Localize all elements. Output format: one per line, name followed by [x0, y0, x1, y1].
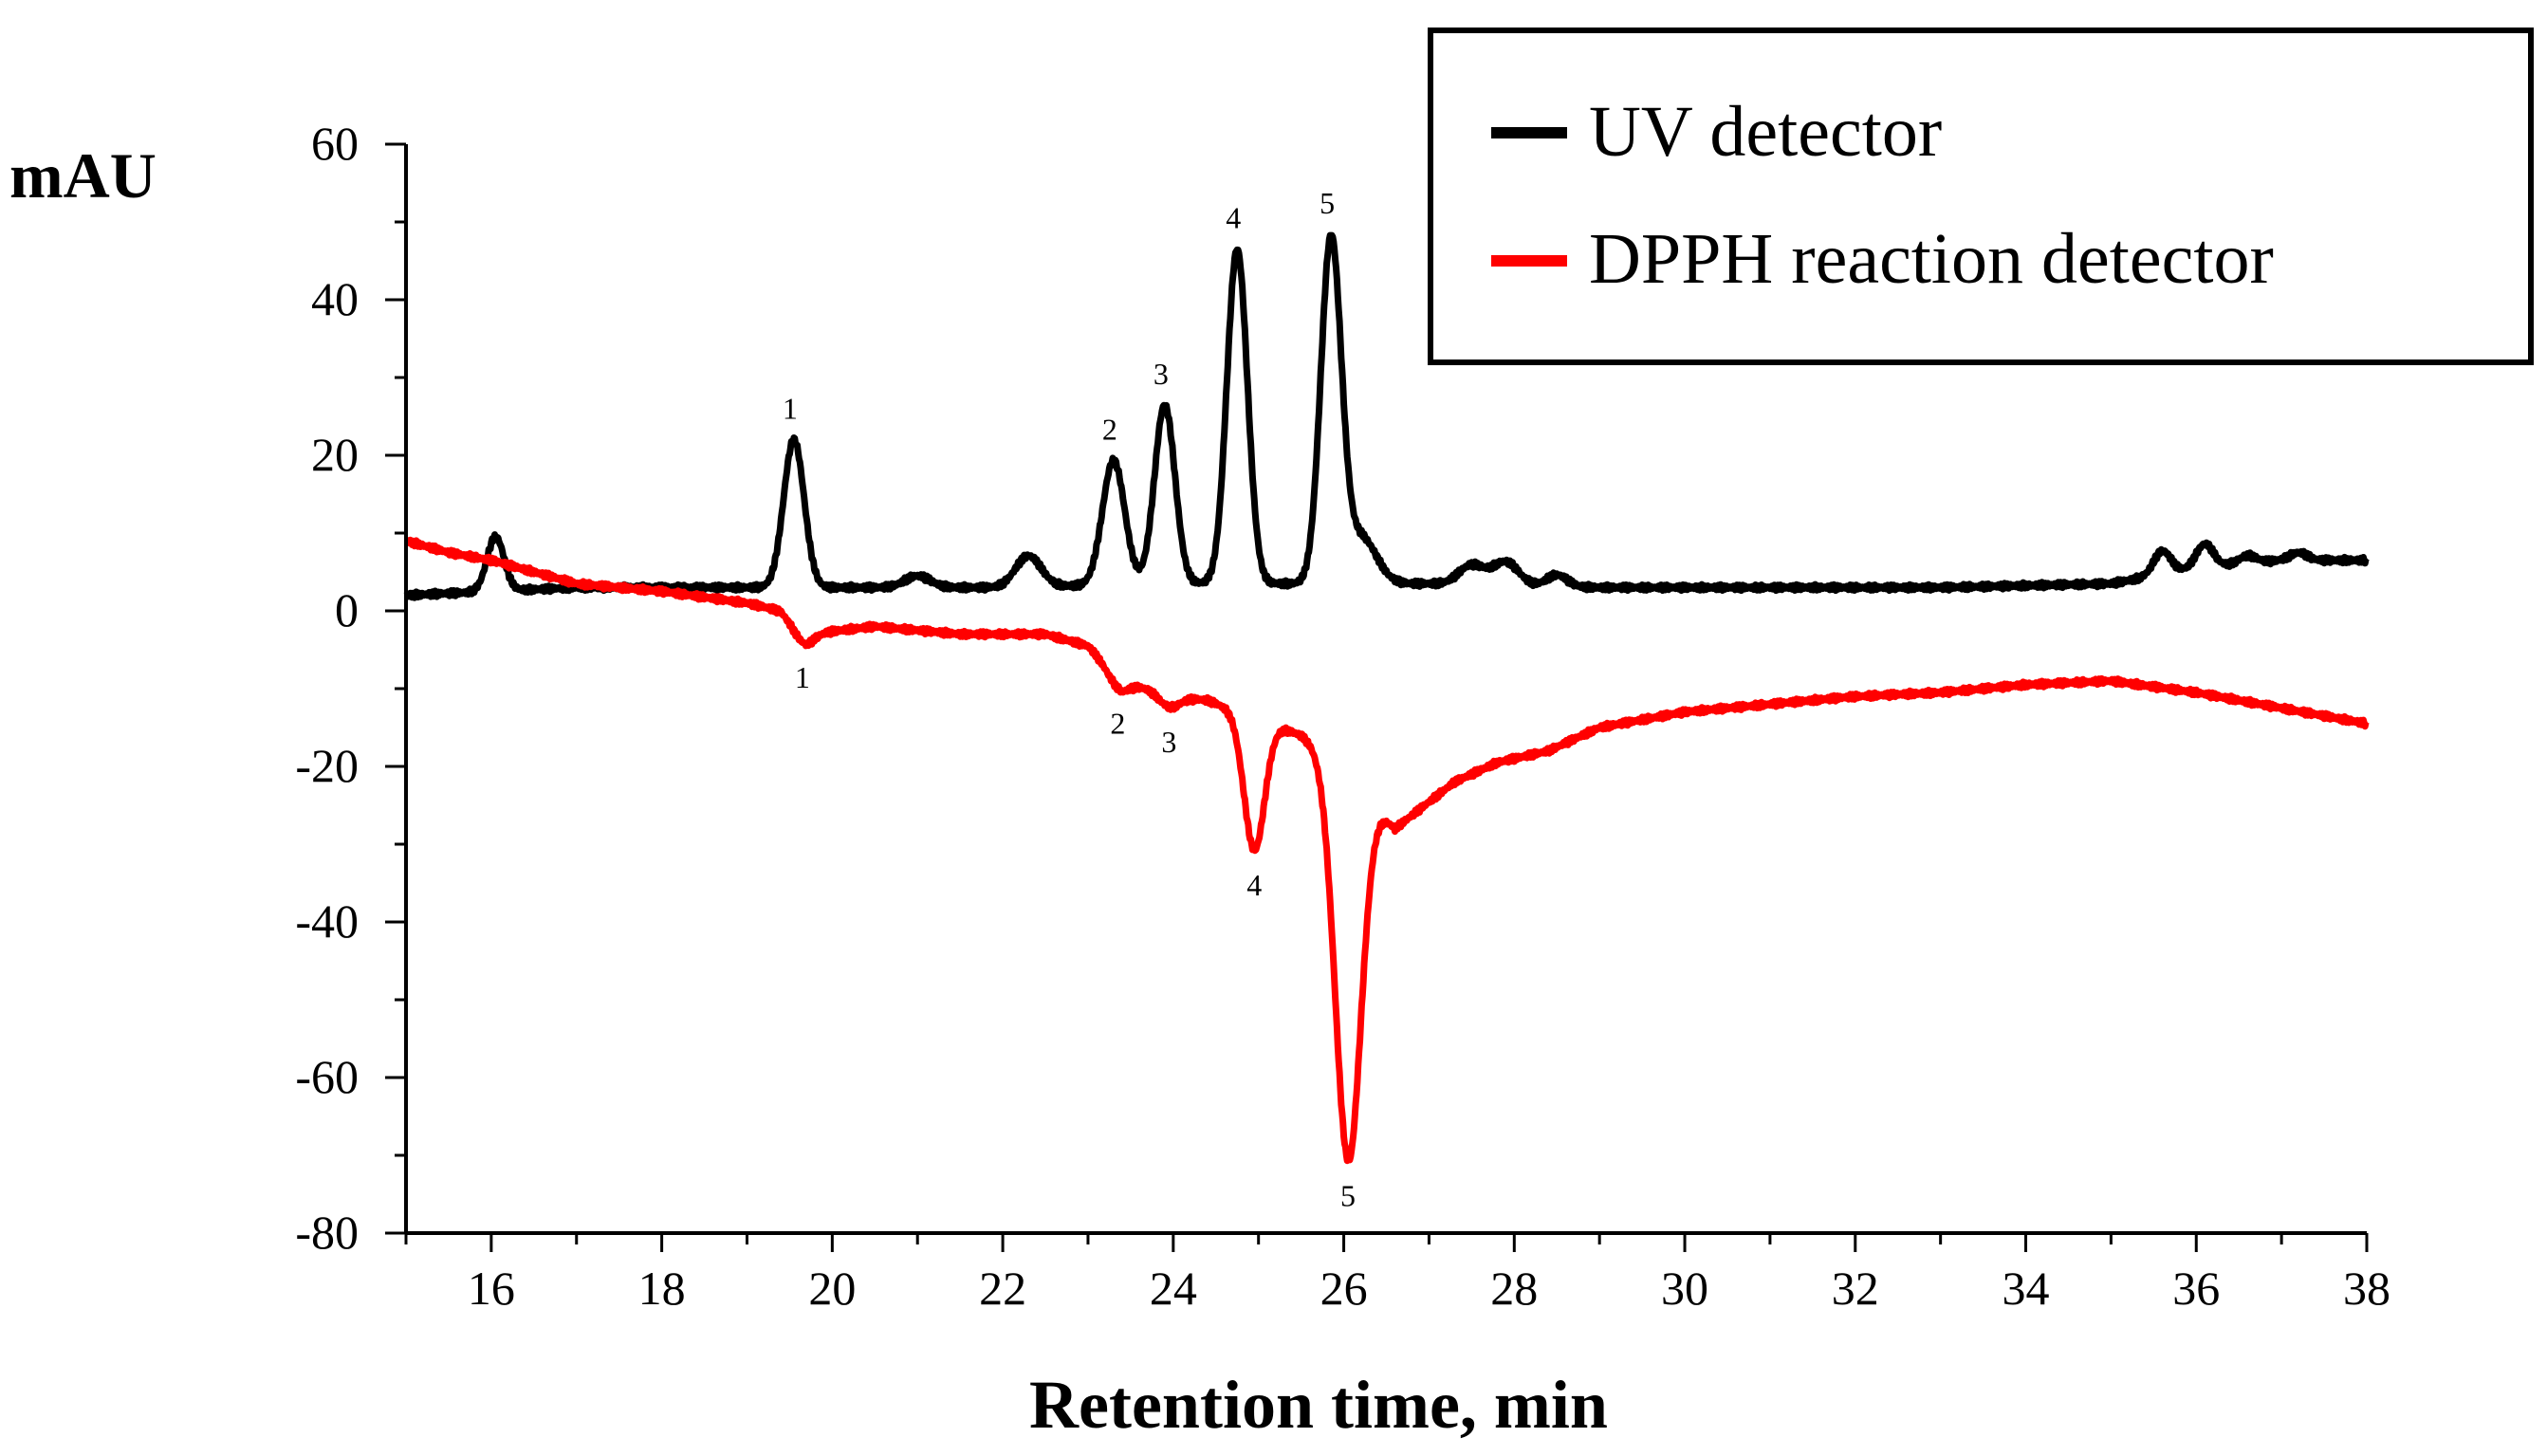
uv-peak-label: 5	[1320, 186, 1335, 220]
x-tick-label: 32	[1832, 1262, 1879, 1315]
dpph-peak-label: 5	[1340, 1178, 1356, 1212]
x-axis-title: Retention time, min	[1029, 1367, 1608, 1443]
y-ticks: 60 40 20 0 -20 -40 -60 -80	[295, 117, 406, 1259]
dpph-peak-label: 4	[1246, 868, 1262, 902]
y-tick-label: -60	[295, 1050, 359, 1103]
y-tick-label: -20	[295, 739, 359, 792]
x-tick-label: 28	[1490, 1262, 1538, 1315]
uv-detector-trace	[403, 231, 2370, 601]
x-tick-label: 18	[638, 1262, 686, 1315]
x-tick-label: 30	[1661, 1262, 1708, 1315]
dpph-peak-label: 1	[795, 660, 810, 694]
x-tick-label: 36	[2172, 1262, 2220, 1315]
x-tick-label: 20	[808, 1262, 856, 1315]
legend-label-uv: UV detector	[1589, 92, 1942, 172]
dpph-peak-label: 2	[1110, 706, 1125, 740]
x-tick-label: 16	[468, 1262, 515, 1315]
x-ticks: 16 18 20 22 24 26 28 30 32 34 36 38	[404, 1233, 2390, 1315]
y-axis-title: mAU	[9, 139, 157, 212]
x-tick-label: 38	[2343, 1262, 2390, 1315]
y-tick-label: 0	[335, 583, 359, 636]
y-tick-label: -80	[295, 1206, 359, 1259]
x-tick-label: 26	[1320, 1262, 1368, 1315]
y-tick-label: -40	[295, 894, 359, 948]
y-tick-label: 60	[311, 117, 359, 170]
peak-labels: 1 2 3 4 5 1 2 3 4 5	[783, 186, 1356, 1212]
x-tick-label: 22	[979, 1262, 1026, 1315]
dpph-peak-label: 3	[1161, 725, 1176, 759]
uv-peak-label: 4	[1226, 201, 1241, 235]
y-tick-label: 40	[311, 272, 359, 325]
x-tick-label: 34	[2003, 1262, 2050, 1315]
legend: UV detector DPPH reaction detector	[1428, 28, 2534, 365]
uv-peak-label: 1	[783, 392, 798, 426]
uv-peak-label: 2	[1102, 413, 1117, 447]
legend-box	[1428, 28, 2534, 365]
y-tick-label: 20	[311, 428, 359, 481]
dpph-detector-trace	[403, 536, 2370, 1165]
legend-label-dpph: DPPH reaction detector	[1589, 219, 2274, 299]
x-tick-label: 24	[1150, 1262, 1197, 1315]
uv-peak-label: 3	[1154, 357, 1169, 391]
